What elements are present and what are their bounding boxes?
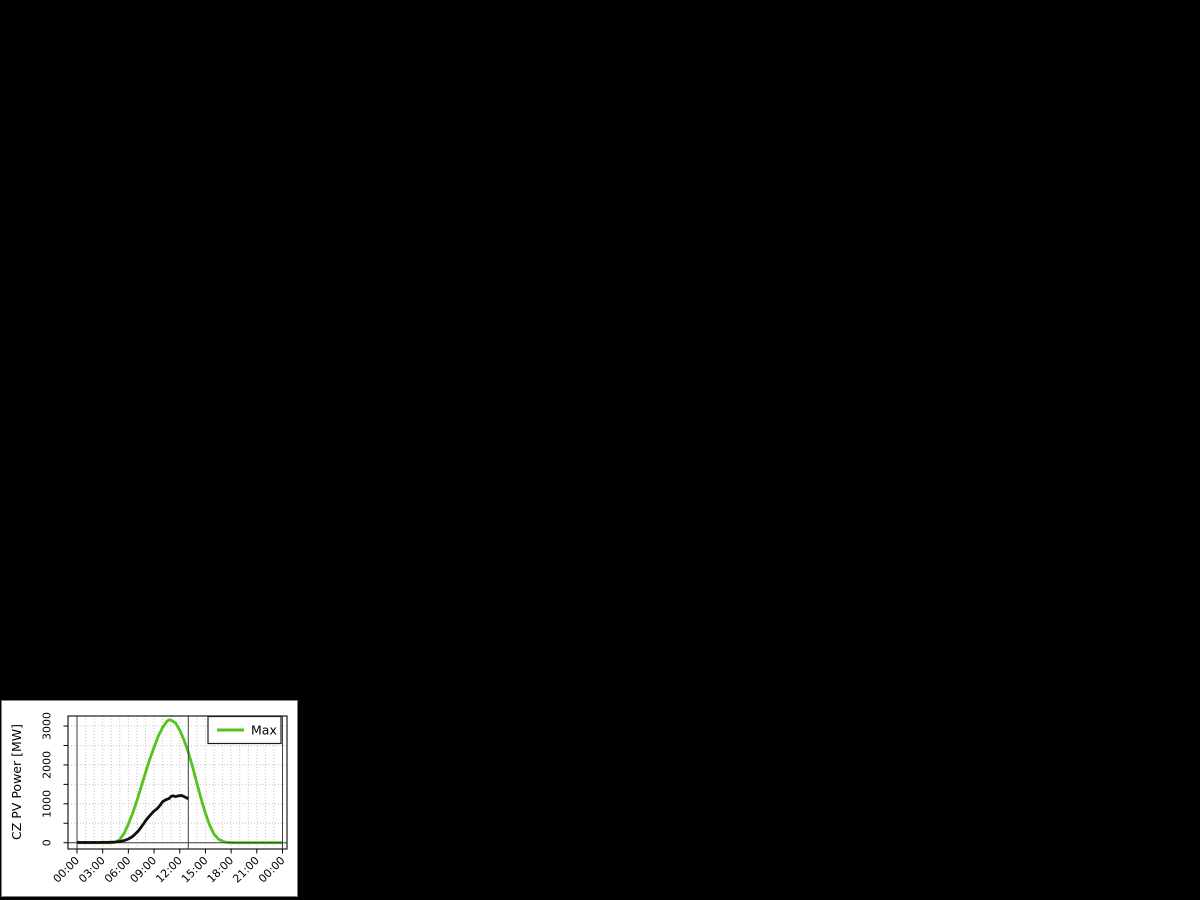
x-tick-label: 21:00 bbox=[230, 854, 262, 886]
x-axis: 00:0003:0006:0009:0012:0015:0018:0021:00… bbox=[51, 849, 288, 886]
x-tick-label: 00:00 bbox=[51, 854, 83, 886]
y-tick-label: 1000 bbox=[41, 790, 54, 818]
plot-border bbox=[67, 715, 288, 850]
x-tick-label: 00:00 bbox=[256, 854, 288, 886]
pv-chart-panel: 00:00 03:00 06:00 09:00 12:00 15:00 18:00 21:00… bbox=[1, 700, 298, 897]
x-tick-label: 12:00 bbox=[153, 854, 185, 886]
y-axis: 0 1000 2000 3000 bbox=[41, 712, 68, 846]
y-axis-title: CZ PV Power [MW] bbox=[9, 724, 24, 840]
y-tick-label: 0 bbox=[41, 839, 54, 846]
legend: Max bbox=[207, 715, 282, 745]
legend-max-label: Max bbox=[251, 722, 277, 737]
x-tick-label: 06:00 bbox=[102, 854, 134, 886]
y-tick-label: 3000 bbox=[41, 712, 54, 740]
y-tick-label: 2000 bbox=[41, 751, 54, 779]
chart-overlay: CZ PV Power [MW] Max bbox=[9, 715, 282, 840]
x-tick-label: 09:00 bbox=[128, 854, 160, 886]
pv-power-chart: 00:0003:0006:0009:0012:0015:0018:0021:00… bbox=[9, 712, 288, 886]
measured-power-line bbox=[76, 794, 189, 844]
x-tick-label: 03:00 bbox=[76, 854, 108, 886]
x-tick-label: 18:00 bbox=[205, 854, 237, 886]
x-tick-label: 15:00 bbox=[179, 854, 211, 886]
